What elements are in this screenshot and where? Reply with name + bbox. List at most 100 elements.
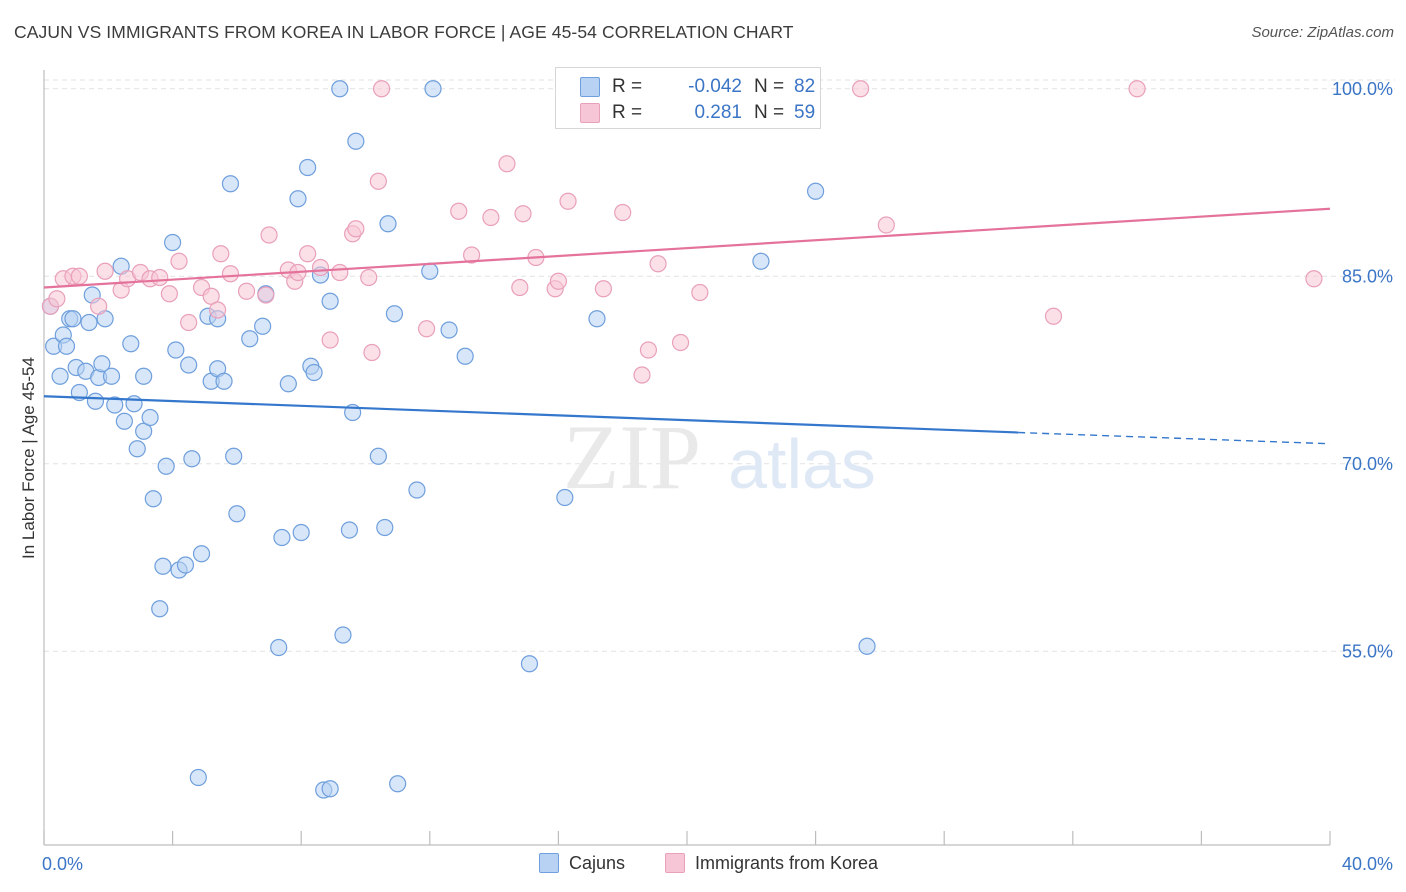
cajun-points <box>41 80 876 799</box>
korea-point <box>221 265 240 283</box>
korea-point <box>360 268 378 287</box>
cajun-trend-line <box>43 395 1019 434</box>
grid-lines <box>44 79 1395 652</box>
korea-point <box>237 282 256 300</box>
korea-point <box>331 263 349 282</box>
korea-point <box>347 220 365 238</box>
cajun-point <box>273 528 291 547</box>
legend-r-value: 0.281 <box>694 102 742 123</box>
legend-n-value: 59 <box>794 102 816 123</box>
source-attribution: Source: ZipAtlas.com <box>1251 24 1394 41</box>
korea-point <box>633 366 651 384</box>
y-tick-label: 100.0% <box>1332 79 1393 99</box>
cajun-point <box>389 775 407 793</box>
korea-point <box>559 192 577 210</box>
cajun-point <box>421 262 439 280</box>
legend-label-cajuns: Cajuns <box>569 853 626 873</box>
korea-point <box>671 333 690 352</box>
korea-point <box>511 278 529 297</box>
korea-point <box>372 80 391 98</box>
cajun-point <box>385 305 404 323</box>
cajun-point <box>144 490 162 508</box>
korea-point <box>462 246 481 264</box>
korea-point <box>369 172 387 190</box>
cajun-point <box>57 337 76 355</box>
cajun-point <box>141 408 159 427</box>
cajun-point <box>86 392 105 410</box>
cajun-point <box>588 310 606 328</box>
korea-point <box>549 272 568 290</box>
x-tick-label-max: 40.0% <box>1342 854 1393 874</box>
korea-point <box>151 268 169 287</box>
cajun-point <box>151 600 169 618</box>
y-tick-label: 85.0% <box>1342 266 1393 286</box>
y-axis-title: In Labor Force | Age 45-54 <box>19 357 38 559</box>
cajun-point <box>102 367 121 385</box>
korea-point <box>514 205 532 223</box>
cajun-point <box>340 521 359 539</box>
korea-point <box>212 245 230 263</box>
cajun-point <box>192 545 211 563</box>
x-tick-label-min: 0.0% <box>42 854 83 874</box>
cajun-point <box>167 341 185 359</box>
cajun-point <box>228 505 246 523</box>
korea-point <box>90 297 108 315</box>
korea-point <box>48 290 66 308</box>
korea-point <box>180 313 198 332</box>
legend-r-label: R = <box>612 76 643 97</box>
korea-point <box>852 80 870 98</box>
korea-points <box>41 80 1323 384</box>
cajun-point <box>289 190 307 208</box>
korea-point <box>321 331 339 349</box>
korea-point <box>70 267 88 285</box>
cajun-point <box>189 768 207 787</box>
cajun-point <box>154 557 172 575</box>
cajun-point <box>379 215 397 233</box>
cajun-point <box>80 313 98 332</box>
cajun-point <box>164 233 182 252</box>
cajun-point <box>135 367 153 385</box>
cajun-point <box>225 447 243 465</box>
cajun-point <box>752 252 770 270</box>
cajun-point <box>64 310 82 328</box>
cajun-point <box>221 175 240 193</box>
axis-labels: 55.0% 70.0% 85.0% 100.0% 0.0% 40.0% In Labor F… <box>19 79 1393 874</box>
cajun-point <box>321 780 339 798</box>
cajun-point <box>279 375 297 393</box>
watermark: ZIP atlas <box>563 406 876 508</box>
cajun-point <box>176 556 195 574</box>
cajun-point <box>292 523 310 542</box>
cajun-point <box>299 158 317 177</box>
korea-point <box>170 252 188 270</box>
legend-r-label: R = <box>612 102 643 123</box>
cajun-point <box>128 440 146 458</box>
y-tick-label: 55.0% <box>1342 641 1393 661</box>
korea-point <box>160 285 178 303</box>
korea-point <box>1305 270 1323 288</box>
korea-point <box>594 280 613 298</box>
cajun-point <box>321 292 339 310</box>
korea-point <box>260 226 278 244</box>
cajun-point <box>180 356 198 374</box>
korea-point <box>363 343 381 362</box>
chart-title: CAJUN VS IMMIGRANTS FROM KOREA IN LABOR … <box>14 22 794 42</box>
korea-point <box>450 202 468 220</box>
korea-point <box>1044 307 1063 325</box>
cajun-point <box>115 412 133 430</box>
korea-point <box>311 258 330 277</box>
korea-point <box>202 287 220 305</box>
cajun-point <box>215 372 233 390</box>
korea-swatch <box>580 103 600 123</box>
cajun-point <box>241 330 259 348</box>
korea-trend-line <box>43 207 1331 289</box>
cajun-point <box>135 422 153 440</box>
cajun-point <box>334 626 352 644</box>
cajun-point <box>376 518 394 537</box>
cajun-swatch <box>580 77 600 97</box>
cajun-point <box>305 363 323 382</box>
korea-legend-swatch <box>665 853 685 873</box>
cajun-point <box>520 655 539 673</box>
watermark-zip: ZIP <box>563 406 701 508</box>
legend-n-value: 82 <box>794 76 816 97</box>
